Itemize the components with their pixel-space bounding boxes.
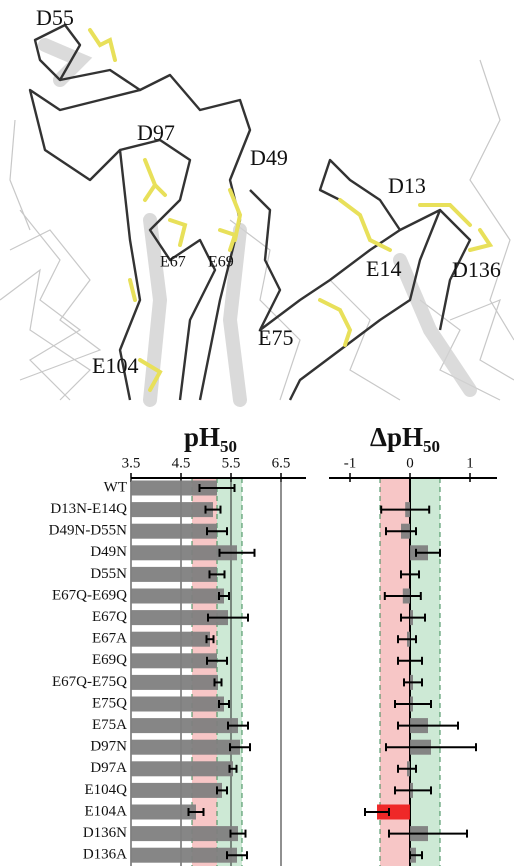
y-tick-label: D49N-D55N xyxy=(49,523,127,539)
x-tick-label: 6.5 xyxy=(272,455,291,471)
y-tick-label: E67Q xyxy=(92,609,127,625)
protein-structure: D55 D97 D49 D13 E67 E69 E14 D136 E75 E10… xyxy=(0,5,514,400)
residue-label: E67 xyxy=(160,254,186,271)
bar xyxy=(131,632,210,647)
bar xyxy=(131,740,240,755)
bar xyxy=(131,567,217,582)
bar xyxy=(131,697,224,712)
y-tick-label: D55N xyxy=(90,566,127,582)
residue-label: D49 xyxy=(250,145,288,170)
x-tick-label: 0 xyxy=(406,455,414,471)
residue-label: E69 xyxy=(208,254,234,271)
y-tick-label: E104A xyxy=(85,803,128,819)
bar xyxy=(131,805,196,820)
y-tick-label: D97N xyxy=(90,739,127,755)
residue-label: D13 xyxy=(388,173,426,198)
y-tick-label: D97A xyxy=(90,760,127,776)
figure: D55 D97 D49 D13 E67 E69 E14 D136 E75 E10… xyxy=(0,0,514,867)
y-tick-label: D136A xyxy=(83,847,127,863)
bar xyxy=(131,761,233,776)
y-tick-label: E67A xyxy=(92,631,127,647)
x-tick-label: 1 xyxy=(466,455,474,471)
y-tick-label: E75Q xyxy=(92,695,127,711)
residue-label: D136 xyxy=(452,257,501,282)
x-tick-label: 4.5 xyxy=(172,455,191,471)
band xyxy=(217,478,242,866)
bar xyxy=(131,502,213,517)
bar xyxy=(131,589,224,604)
chart-title-subscript: 50 xyxy=(220,437,237,456)
chart-title: ΔpH50 xyxy=(370,422,440,456)
y-tick-label: E104Q xyxy=(85,782,128,798)
y-tick-label: E69Q xyxy=(92,652,127,668)
band xyxy=(410,478,440,866)
residue-label: E104 xyxy=(92,353,138,378)
chart-title-text: ΔpH xyxy=(370,422,423,452)
y-tick-label: D136N xyxy=(83,825,127,841)
y-tick-label: WT xyxy=(104,479,127,495)
bar xyxy=(131,848,237,863)
bar xyxy=(131,675,218,690)
y-tick-label: E67Q-E75Q xyxy=(52,674,127,690)
chart-title-text: pH xyxy=(184,422,220,452)
y-tick-label: D13N-E14Q xyxy=(50,501,127,517)
x-tick-label: 5.5 xyxy=(222,455,241,471)
bar xyxy=(131,524,217,539)
bar xyxy=(131,718,238,733)
chart-title-subscript: 50 xyxy=(423,437,440,456)
x-tick-label: 3.5 xyxy=(122,455,141,471)
y-tick-label: E75A xyxy=(92,717,127,733)
y-tick-label: E67Q-E69Q xyxy=(52,587,127,603)
bar xyxy=(131,653,217,668)
bar xyxy=(131,783,222,798)
x-tick-label: -1 xyxy=(344,455,357,471)
residue-label: E75 xyxy=(258,325,293,350)
bar xyxy=(131,826,238,841)
chart-title: pH50 xyxy=(184,422,237,456)
y-tick-label: D49N xyxy=(90,544,127,560)
residue-label: D97 xyxy=(137,120,175,145)
residue-label: E14 xyxy=(366,256,401,281)
residue-label: D55 xyxy=(36,5,74,30)
